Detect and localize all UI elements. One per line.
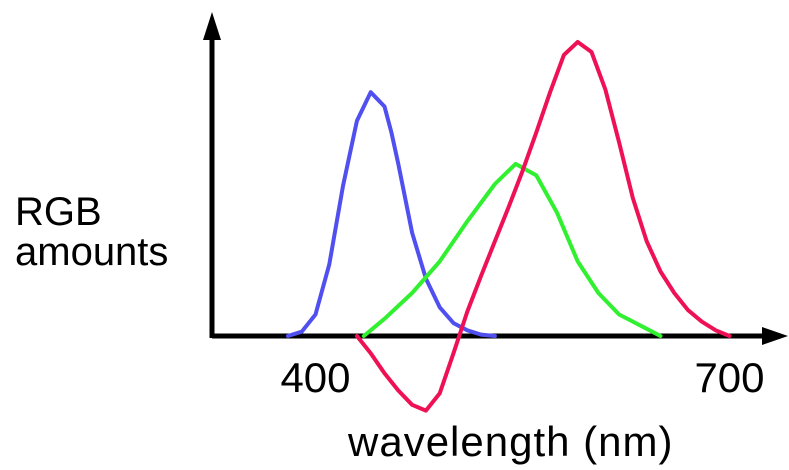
y-axis-label-line-1: RGB — [15, 190, 102, 234]
y-axis-arrow-icon — [203, 12, 221, 40]
x-tick-labels: 400 700 — [280, 354, 764, 401]
y-axis-label-line-2: amounts — [15, 230, 168, 274]
series-layer — [285, 40, 732, 413]
x-tick-label-1: 400 — [280, 354, 350, 401]
series-line-1 — [285, 90, 497, 338]
x-tick-label-2: 700 — [694, 354, 764, 401]
x-axis-arrow-icon — [762, 327, 788, 345]
x-axis-label: wavelength (nm) — [347, 418, 673, 465]
series-line-2 — [361, 161, 663, 338]
series-line-3 — [354, 40, 732, 413]
